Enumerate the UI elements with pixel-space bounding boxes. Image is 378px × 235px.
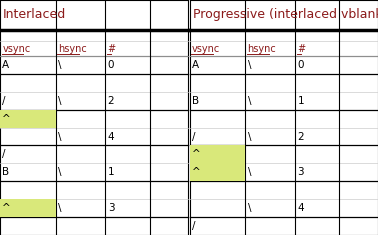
Text: \: \ bbox=[58, 60, 61, 70]
Bar bbox=[0, 199, 56, 217]
Text: Interlaced: Interlaced bbox=[3, 8, 66, 21]
Text: 1: 1 bbox=[108, 167, 114, 177]
Text: \: \ bbox=[58, 132, 61, 141]
Text: B: B bbox=[192, 96, 199, 106]
Text: \: \ bbox=[58, 203, 61, 213]
Text: 2: 2 bbox=[108, 96, 114, 106]
Text: ^: ^ bbox=[192, 149, 201, 159]
Text: A: A bbox=[2, 60, 9, 70]
Text: #: # bbox=[297, 43, 305, 54]
Text: \: \ bbox=[248, 96, 251, 106]
Text: \: \ bbox=[58, 96, 61, 106]
Text: vsync: vsync bbox=[192, 43, 220, 54]
Text: 1: 1 bbox=[297, 96, 304, 106]
Text: /: / bbox=[192, 132, 195, 141]
Text: 4: 4 bbox=[297, 203, 304, 213]
Text: \: \ bbox=[58, 167, 61, 177]
Text: #: # bbox=[108, 43, 116, 54]
Text: hsync: hsync bbox=[248, 43, 276, 54]
Text: A: A bbox=[192, 60, 199, 70]
Text: /: / bbox=[2, 149, 6, 159]
Text: \: \ bbox=[248, 60, 251, 70]
Text: ^: ^ bbox=[2, 203, 11, 213]
Bar bbox=[190, 163, 245, 181]
Text: 2: 2 bbox=[297, 132, 304, 141]
Text: Progressive (interlaced vblank): Progressive (interlaced vblank) bbox=[193, 8, 378, 21]
Text: \: \ bbox=[248, 167, 251, 177]
Text: 3: 3 bbox=[297, 167, 304, 177]
Text: 0: 0 bbox=[297, 60, 304, 70]
Text: 0: 0 bbox=[108, 60, 114, 70]
Text: hsync: hsync bbox=[58, 43, 87, 54]
Text: ^: ^ bbox=[2, 114, 11, 124]
Text: /: / bbox=[192, 221, 195, 231]
Text: \: \ bbox=[248, 203, 251, 213]
Text: ^: ^ bbox=[192, 167, 201, 177]
Text: B: B bbox=[2, 167, 9, 177]
Text: vsync: vsync bbox=[2, 43, 31, 54]
Text: 4: 4 bbox=[108, 132, 114, 141]
Text: /: / bbox=[2, 96, 6, 106]
Text: \: \ bbox=[248, 132, 251, 141]
Text: 3: 3 bbox=[108, 203, 114, 213]
Bar bbox=[190, 145, 245, 163]
Bar bbox=[0, 110, 56, 128]
